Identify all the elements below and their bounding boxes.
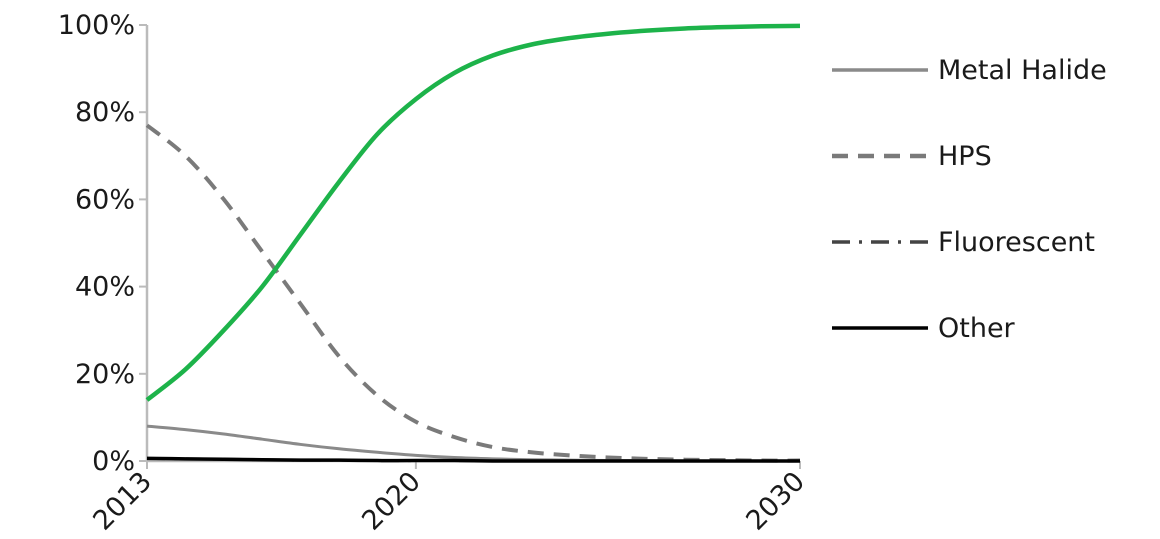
y-tick-label: 40% [75, 272, 135, 303]
y-tick-label: 0% [92, 446, 135, 477]
x-tick-label: 2030 [740, 466, 811, 537]
series-line-led [145, 23, 801, 402]
y-tick-label: 100% [58, 10, 135, 41]
legend-label: Metal Halide [938, 55, 1107, 86]
series-line-metal-halide [146, 424, 800, 463]
plot-lines [145, 23, 801, 463]
legend: Metal Halide HPS Fluorescent Other [832, 55, 1107, 344]
x-tick-label: 2020 [356, 466, 427, 537]
y-tick-label: 80% [75, 97, 135, 128]
legend-label: Fluorescent [938, 227, 1095, 258]
axes [145, 25, 800, 463]
y-tick-label: 20% [75, 359, 135, 390]
series-line-other [146, 456, 800, 463]
legend-label: HPS [938, 141, 992, 172]
x-axis-ticks: 2013 2020 2030 [87, 461, 811, 537]
legend-label: Other [938, 313, 1016, 344]
y-tick-label: 60% [75, 184, 135, 215]
y-axis-ticks: 0% 20% 40% 60% 80% 100% [58, 10, 147, 477]
series-line-hps [145, 123, 801, 463]
